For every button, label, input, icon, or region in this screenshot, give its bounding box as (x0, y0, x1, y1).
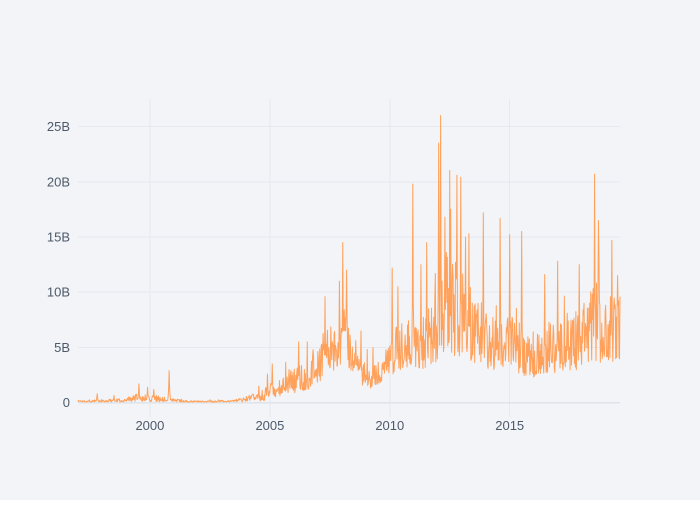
x-tick-label: 2010 (375, 418, 404, 433)
y-tick-label: 0 (63, 395, 70, 410)
daily-volume-series-line[interactable] (77, 115, 621, 403)
y-tick-label: 25B (47, 119, 70, 134)
x-axis-tick-labels: 2000 2005 2010 2015 (135, 418, 524, 433)
y-tick-label: 15B (47, 230, 70, 245)
x-tick-label: 2005 (255, 418, 284, 433)
x-tick-label: 2015 (495, 418, 524, 433)
y-tick-label: 5B (54, 340, 70, 355)
y-tick-label: 20B (47, 174, 70, 189)
plot-area[interactable] (78, 99, 620, 417)
series-layer (77, 115, 621, 403)
y-tick-label: 10B (47, 285, 70, 300)
x-tick-label: 2000 (135, 418, 164, 433)
y-axis-tick-labels: 0 5B 10B 15B 20B 25B (47, 119, 70, 410)
